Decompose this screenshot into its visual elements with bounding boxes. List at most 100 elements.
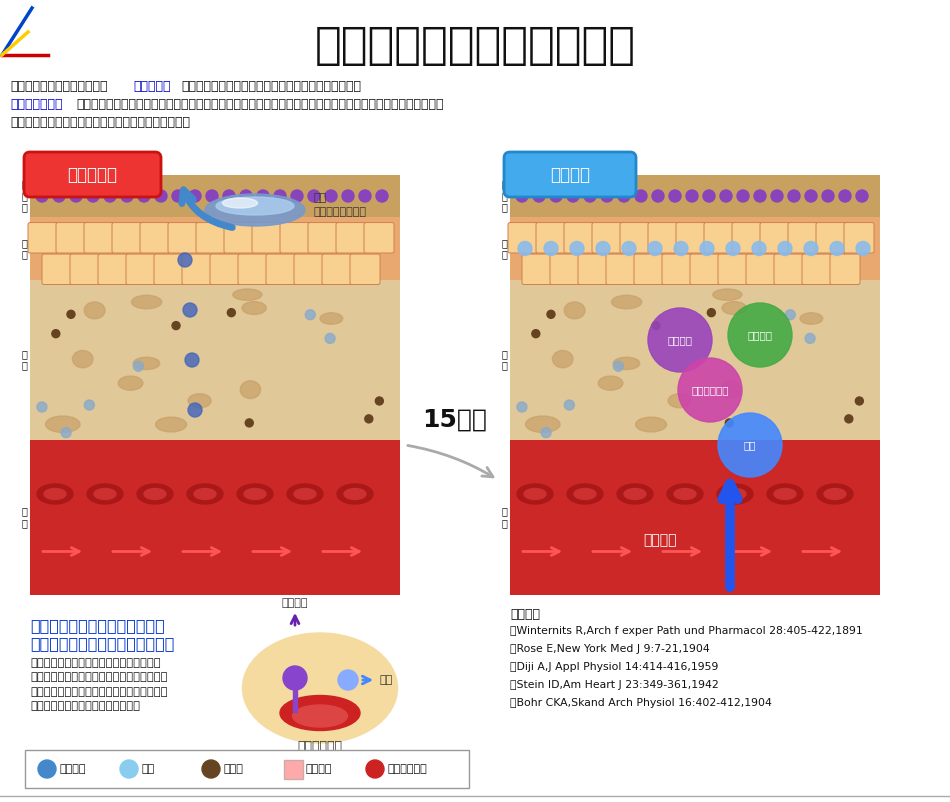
- Ellipse shape: [574, 488, 596, 500]
- Circle shape: [652, 190, 664, 202]
- Circle shape: [614, 361, 623, 371]
- Circle shape: [839, 190, 851, 202]
- Text: 弊社
炭酸ガスパック剤: 弊社 炭酸ガスパック剤: [313, 193, 366, 217]
- Circle shape: [856, 190, 868, 202]
- FancyBboxPatch shape: [42, 254, 72, 285]
- Circle shape: [342, 190, 354, 202]
- Circle shape: [178, 253, 192, 267]
- Text: 炭酸ガス: 炭酸ガス: [60, 764, 86, 774]
- Text: 酸素: 酸素: [380, 675, 393, 685]
- FancyArrowPatch shape: [182, 548, 219, 555]
- FancyBboxPatch shape: [98, 254, 128, 285]
- FancyArrowPatch shape: [408, 445, 493, 477]
- Circle shape: [737, 190, 749, 202]
- FancyBboxPatch shape: [578, 254, 608, 285]
- Circle shape: [700, 241, 714, 256]
- FancyBboxPatch shape: [196, 223, 226, 253]
- Text: 参考文献: 参考文献: [510, 608, 540, 621]
- Circle shape: [223, 190, 235, 202]
- Circle shape: [550, 190, 562, 202]
- Circle shape: [830, 241, 844, 256]
- Text: 皮膚細胞: 皮膚細胞: [306, 764, 332, 774]
- FancyBboxPatch shape: [676, 223, 706, 253]
- FancyBboxPatch shape: [84, 223, 114, 253]
- Ellipse shape: [667, 484, 703, 504]
- Text: 炭酸ガスの作用メカニズム: 炭酸ガスの作用メカニズム: [314, 23, 636, 67]
- FancyBboxPatch shape: [774, 254, 804, 285]
- Text: ヘモグロビン: ヘモグロビン: [297, 740, 343, 753]
- Ellipse shape: [133, 357, 160, 370]
- FancyBboxPatch shape: [182, 254, 212, 285]
- Circle shape: [703, 190, 715, 202]
- FancyBboxPatch shape: [802, 254, 832, 285]
- FancyBboxPatch shape: [284, 760, 303, 779]
- Ellipse shape: [94, 488, 116, 500]
- Ellipse shape: [85, 302, 105, 319]
- Circle shape: [518, 241, 532, 256]
- FancyBboxPatch shape: [504, 152, 636, 197]
- Ellipse shape: [144, 488, 166, 500]
- FancyBboxPatch shape: [140, 223, 170, 253]
- FancyBboxPatch shape: [168, 223, 198, 253]
- Ellipse shape: [712, 289, 742, 301]
- Circle shape: [822, 190, 834, 202]
- Ellipse shape: [87, 484, 123, 504]
- Ellipse shape: [216, 197, 294, 215]
- Circle shape: [189, 190, 201, 202]
- Text: 老廃物: 老廃物: [224, 764, 244, 774]
- FancyBboxPatch shape: [350, 254, 380, 285]
- Circle shape: [36, 190, 48, 202]
- FancyArrowPatch shape: [803, 548, 839, 555]
- Ellipse shape: [517, 484, 553, 504]
- FancyArrowPatch shape: [663, 548, 699, 555]
- Circle shape: [325, 190, 337, 202]
- Circle shape: [754, 190, 766, 202]
- Circle shape: [366, 760, 384, 778]
- Circle shape: [375, 397, 384, 405]
- Ellipse shape: [187, 484, 223, 504]
- Circle shape: [37, 402, 47, 412]
- Circle shape: [855, 397, 864, 405]
- Text: ボーア効果: ボーア効果: [134, 80, 171, 93]
- FancyArrowPatch shape: [732, 548, 770, 555]
- Ellipse shape: [567, 484, 603, 504]
- FancyArrowPatch shape: [291, 616, 299, 626]
- Ellipse shape: [237, 484, 273, 504]
- Circle shape: [365, 415, 372, 423]
- Text: 角
質
層: 角 質 層: [21, 180, 27, 213]
- Circle shape: [274, 190, 286, 202]
- FancyBboxPatch shape: [830, 254, 860, 285]
- Circle shape: [564, 400, 575, 410]
- Text: ・Stein ID,Am Heart J 23:349-361,1942: ・Stein ID,Am Heart J 23:349-361,1942: [510, 680, 719, 690]
- Ellipse shape: [240, 381, 260, 399]
- Circle shape: [725, 419, 733, 427]
- Text: 酸素: 酸素: [142, 764, 155, 774]
- Circle shape: [720, 190, 732, 202]
- Ellipse shape: [194, 488, 216, 500]
- FancyBboxPatch shape: [536, 223, 566, 253]
- FancyBboxPatch shape: [322, 254, 352, 285]
- Bar: [510, 175, 880, 217]
- Circle shape: [52, 330, 60, 338]
- Text: ヒアルロン酸: ヒアルロン酸: [692, 385, 729, 395]
- Ellipse shape: [293, 705, 348, 727]
- FancyBboxPatch shape: [308, 223, 338, 253]
- Text: 血管に送り込まれた炭酸ガスが
ヘモグロビンの酸素と入れ替わる: 血管に送り込まれた炭酸ガスが ヘモグロビンの酸素と入れ替わる: [30, 618, 175, 651]
- FancyArrowPatch shape: [43, 548, 79, 555]
- Ellipse shape: [524, 488, 546, 500]
- Circle shape: [547, 310, 555, 318]
- Text: 炭酸ガス: 炭酸ガス: [282, 598, 308, 608]
- FancyArrowPatch shape: [593, 548, 629, 555]
- Circle shape: [120, 760, 138, 778]
- Circle shape: [61, 427, 71, 438]
- FancyBboxPatch shape: [690, 254, 720, 285]
- FancyBboxPatch shape: [788, 223, 818, 253]
- FancyBboxPatch shape: [336, 223, 366, 253]
- Circle shape: [648, 308, 712, 372]
- Ellipse shape: [320, 313, 343, 324]
- Circle shape: [183, 303, 197, 317]
- Circle shape: [85, 400, 94, 410]
- Circle shape: [708, 309, 715, 317]
- Ellipse shape: [724, 488, 746, 500]
- Circle shape: [728, 303, 792, 367]
